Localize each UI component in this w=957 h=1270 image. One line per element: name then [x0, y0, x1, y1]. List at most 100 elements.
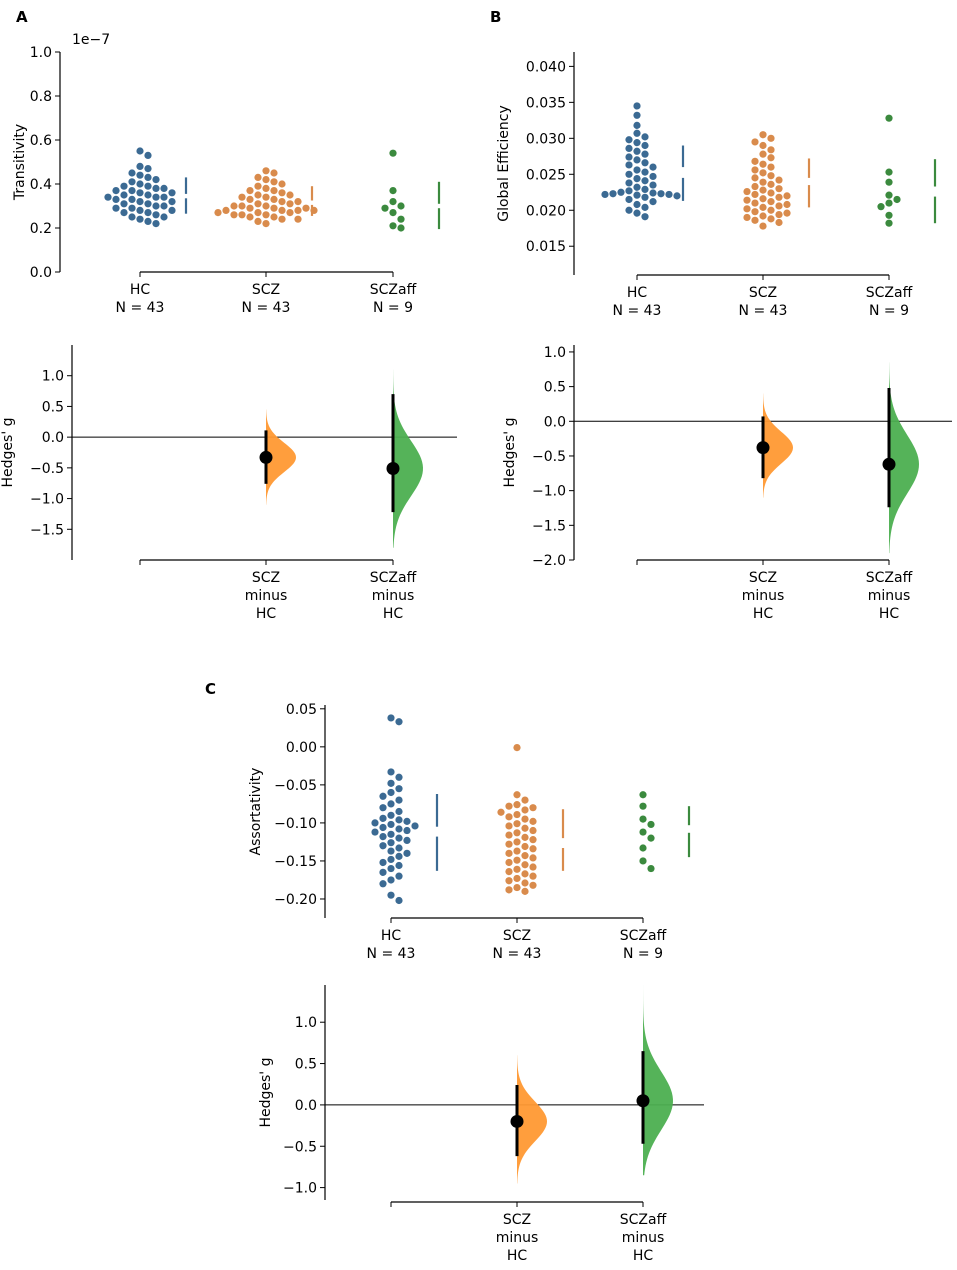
panel-c-effect: −1.0 −0.5 0.0 0.5 1.0 Hedges' g SCZ minus HC SCZa… — [258, 985, 704, 1264]
panel-b-swarm-point-sczaff — [885, 191, 893, 199]
panel-a-swarm-point-sczaff — [397, 224, 405, 232]
panel-a-swarm-point-hc — [128, 195, 136, 203]
panel-b-swarm-point-sczaff — [885, 178, 893, 186]
panel-b-swarm-point-hc — [633, 129, 641, 137]
panel-b-effect-y-tick-label: −2.0 — [532, 553, 566, 569]
panel-a-swarm-point-scz — [294, 198, 302, 206]
panel-b-effect-distribution-1 — [889, 362, 919, 554]
panel-c-swarm-point-scz — [513, 791, 521, 799]
panel-c-swarm-point-scz — [505, 849, 513, 857]
panel-a-swarm-y-tick-label: 1.0 — [30, 45, 52, 61]
panel-b-swarm-point-sczaff — [885, 199, 893, 207]
panel-c-swarm-point-scz — [505, 867, 513, 876]
panel-b-effect-comparison-label: minus — [868, 588, 911, 604]
panel-a-swarm-point-hc — [160, 193, 168, 201]
panel-b-swarm-point-hc — [657, 190, 665, 198]
panel-a-swarm-point-hc — [152, 184, 160, 192]
panel-c-swarm: −0.20 −0.15 −0.10 −0.05 0.00 0.05 Assortativit… — [248, 702, 691, 962]
panel-a-swarm-point-scz — [270, 178, 278, 186]
panel-b-swarm-point-hc — [665, 190, 673, 199]
panel-b-swarm-point-hc — [641, 150, 649, 158]
panel-b-swarm-point-scz — [775, 193, 783, 201]
panel-c-swarm-point-scz — [521, 842, 529, 851]
panel-b-swarm-point-scz — [751, 208, 759, 216]
panel-b-effect-comparison-label: minus — [742, 588, 785, 604]
panel-a-swarm-y-tick-label: 0.4 — [30, 177, 52, 193]
panel-b-swarm-point-scz — [751, 157, 759, 165]
panel-c-swarm-point-scz — [521, 861, 529, 869]
panel-a-swarm-point-hc — [152, 220, 160, 228]
panel-c-effect-y-tick-label: 0.5 — [295, 1057, 317, 1073]
panel-b-swarm-point-scz — [767, 206, 775, 214]
panel-a-swarm-point-hc — [136, 171, 144, 179]
panel-b-swarm-point-hc — [633, 200, 641, 209]
panel-a-swarm-point-scz — [278, 189, 286, 197]
panel-a-swarm-point-hc — [144, 209, 152, 217]
panel-c-swarm-point-scz — [521, 806, 529, 814]
panel-a-swarm-group-label-scz: SCZ — [252, 282, 280, 298]
panel-a-swarm-point-hc — [112, 187, 120, 195]
panel-a-swarm-point-hc — [160, 184, 168, 192]
panel-a-effect-comparison-label: HC — [383, 606, 404, 622]
panel-a-swarm-point-hc — [136, 162, 144, 170]
panel-c-swarm-point-hc — [395, 718, 403, 726]
panel-c-swarm-point-hc — [379, 792, 387, 800]
panel-c-swarm-point-hc — [395, 825, 403, 833]
panel-c-swarm-group-n-scz: N = 43 — [493, 946, 542, 962]
panel-b-swarm-point-scz — [743, 187, 751, 196]
panel-c-swarm-y-axis-title: Assortativity — [248, 768, 264, 856]
panel-b-effect-effect-point-1 — [882, 457, 896, 471]
panel-c-swarm-group-label-hc: HC — [381, 928, 402, 944]
panel-a-swarm-point-hc — [144, 200, 152, 208]
panel-b-swarm-point-hc — [641, 133, 649, 141]
panel-b-swarm-point-sczaff — [885, 168, 893, 176]
panel-a-effect-distribution-1 — [393, 369, 423, 548]
panel-b-swarm-point-scz — [783, 200, 791, 209]
panel-b-swarm-point-scz — [759, 203, 767, 211]
panel-c-swarm-y-tick-label: −0.05 — [274, 778, 317, 794]
panel-b-swarm-point-scz — [775, 185, 783, 193]
panel-b-swarm: 0.015 0.020 0.025 0.030 0.035 0.040 Global Eff… — [496, 52, 937, 319]
panel-a-swarm-point-hc — [152, 176, 160, 184]
panel-b-effect-comparison-label: SCZaff — [866, 570, 913, 586]
panel-a-swarm-point-scz — [278, 180, 286, 188]
panel-label-c: C — [205, 680, 216, 698]
panel-c-effect-distribution-0 — [517, 1055, 547, 1184]
panel-c-swarm-point-scz — [529, 826, 537, 835]
panel-b-swarm-point-hc — [625, 179, 633, 187]
panel-b-swarm-point-hc — [625, 161, 633, 169]
panel-a-swarm-point-scz — [238, 211, 246, 219]
panel-c-swarm-point-hc — [395, 807, 403, 816]
panel-c-swarm-point-scz — [513, 810, 521, 819]
panel-a-swarm-point-scz — [254, 209, 262, 217]
panel-b-swarm-point-scz — [751, 199, 759, 207]
panel-b-swarm-point-scz — [767, 146, 775, 154]
panel-c-swarm-point-scz — [513, 820, 521, 828]
panel-c-swarm-point-scz — [513, 847, 521, 855]
panel-b-swarm-point-hc — [649, 172, 657, 181]
panel-b-swarm-point-hc — [625, 187, 633, 195]
panel-a-swarm-point-scz — [302, 204, 310, 212]
panel-a-swarm-point-scz — [286, 191, 294, 199]
panel-b-swarm-point-scz — [783, 209, 791, 217]
panel-c-swarm-point-scz — [505, 877, 513, 885]
panel-b-swarm-point-hc — [625, 195, 633, 204]
panel-c-swarm-point-scz — [529, 804, 537, 812]
panel-b-swarm-point-hc — [673, 192, 681, 200]
panel-b-swarm-group-n-sczaff: N = 9 — [869, 303, 909, 319]
panel-b-swarm-point-hc — [649, 181, 657, 189]
panel-a-swarm-point-hc — [144, 151, 152, 159]
panel-a-swarm-group-label-hc: HC — [130, 282, 151, 298]
panel-a-swarm-point-scz — [270, 169, 278, 177]
panel-c-effect-effect-point-1 — [636, 1094, 650, 1108]
panel-c-swarm-point-hc — [395, 816, 403, 824]
panel-c-swarm-point-hc — [395, 773, 403, 781]
panel-b-swarm-point-scz — [775, 218, 783, 227]
panel-b-swarm-point-hc — [633, 209, 641, 217]
panel-b-effect-y-tick-label: −1.5 — [532, 518, 566, 534]
panel-b-swarm-group-label-hc: HC — [627, 285, 648, 301]
panel-c-swarm-point-scz — [529, 881, 537, 889]
panel-c-swarm-point-hc — [371, 819, 379, 827]
panel-a-swarm-point-scz — [270, 213, 278, 221]
